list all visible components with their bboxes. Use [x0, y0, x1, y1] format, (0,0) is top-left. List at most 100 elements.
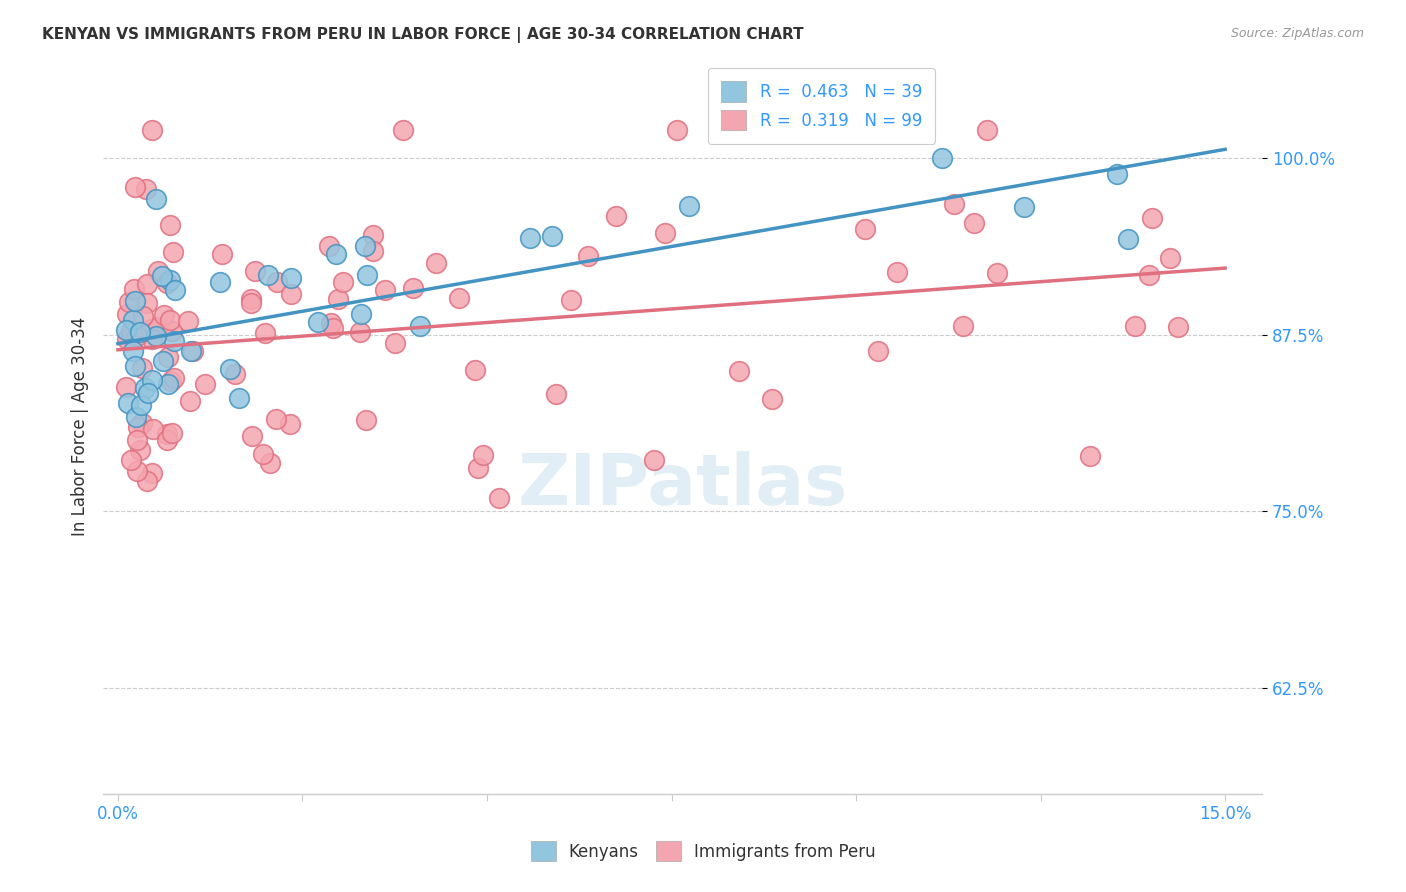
Kenyans [145, 192, 167, 206]
Kenyans [180, 343, 202, 358]
Text: KENYAN VS IMMIGRANTS FROM PERU IN LABOR FORCE | AGE 30-34 CORRELATION CHART: KENYAN VS IMMIGRANTS FROM PERU IN LABOR … [42, 27, 804, 43]
Immigrants from Peru [120, 324, 142, 338]
Kenyans [136, 386, 159, 401]
Immigrants from Peru [464, 363, 486, 377]
Kenyans [152, 354, 174, 368]
Immigrants from Peru [254, 326, 277, 340]
Immigrants from Peru [239, 296, 262, 310]
Immigrants from Peru [160, 324, 183, 338]
Kenyans [280, 271, 302, 285]
Text: ZIPatlas: ZIPatlas [517, 450, 848, 520]
Kenyans [163, 334, 186, 349]
Immigrants from Peru [280, 287, 302, 301]
Kenyans [165, 283, 187, 297]
Kenyans [209, 276, 232, 290]
Kenyans [122, 343, 145, 358]
Immigrants from Peru [131, 360, 153, 375]
Immigrants from Peru [114, 379, 136, 393]
Y-axis label: In Labor Force | Age 30-34: In Labor Force | Age 30-34 [72, 317, 89, 536]
Immigrants from Peru [727, 364, 749, 378]
Immigrants from Peru [361, 227, 384, 242]
Kenyans [307, 314, 329, 328]
Kenyans [409, 319, 432, 334]
Immigrants from Peru [886, 264, 908, 278]
Immigrants from Peru [132, 310, 155, 324]
Immigrants from Peru [139, 322, 162, 336]
Immigrants from Peru [963, 216, 986, 230]
Immigrants from Peru [322, 321, 344, 335]
Immigrants from Peru [122, 282, 145, 296]
Immigrants from Peru [118, 294, 141, 309]
Immigrants from Peru [211, 247, 233, 261]
Immigrants from Peru [761, 392, 783, 407]
Kenyans [159, 273, 181, 287]
Immigrants from Peru [488, 491, 510, 505]
Text: Source: ZipAtlas.com: Source: ZipAtlas.com [1230, 27, 1364, 40]
Immigrants from Peru [471, 448, 494, 462]
Kenyans [125, 410, 148, 425]
Immigrants from Peru [156, 350, 179, 364]
Immigrants from Peru [121, 453, 143, 467]
Legend: Kenyans, Immigrants from Peru: Kenyans, Immigrants from Peru [517, 828, 889, 875]
Kenyans [678, 199, 700, 213]
Immigrants from Peru [943, 196, 966, 211]
Immigrants from Peru [141, 123, 163, 137]
Immigrants from Peru [179, 393, 201, 408]
Immigrants from Peru [1159, 252, 1181, 266]
Kenyans [519, 230, 541, 244]
Immigrants from Peru [156, 276, 179, 290]
Immigrants from Peru [224, 367, 246, 381]
Immigrants from Peru [654, 226, 676, 240]
Kenyans [325, 247, 347, 261]
Immigrants from Peru [425, 256, 447, 270]
Kenyans [150, 269, 173, 284]
Immigrants from Peru [1123, 318, 1146, 333]
Kenyans [1107, 167, 1129, 181]
Immigrants from Peru [349, 326, 371, 340]
Immigrants from Peru [135, 296, 157, 310]
Immigrants from Peru [160, 374, 183, 388]
Immigrants from Peru [146, 320, 169, 334]
Immigrants from Peru [135, 182, 157, 196]
Immigrants from Peru [160, 425, 183, 440]
Kenyans [218, 362, 240, 376]
Kenyans [1012, 200, 1035, 214]
Immigrants from Peru [986, 266, 1008, 280]
Immigrants from Peru [120, 327, 142, 342]
Kenyans [354, 239, 377, 253]
Immigrants from Peru [156, 426, 179, 441]
Immigrants from Peru [853, 221, 876, 235]
Immigrants from Peru [127, 419, 149, 434]
Kenyans [124, 294, 146, 309]
Immigrants from Peru [259, 456, 281, 470]
Kenyans [541, 229, 564, 244]
Kenyans [134, 381, 156, 395]
Kenyans [145, 329, 167, 343]
Immigrants from Peru [156, 433, 179, 447]
Immigrants from Peru [560, 293, 582, 307]
Immigrants from Peru [142, 422, 165, 436]
Immigrants from Peru [194, 376, 217, 391]
Immigrants from Peru [159, 313, 181, 327]
Kenyans [1118, 231, 1140, 245]
Immigrants from Peru [141, 467, 163, 481]
Immigrants from Peru [125, 329, 148, 343]
Immigrants from Peru [402, 281, 425, 295]
Immigrants from Peru [354, 413, 377, 427]
Immigrants from Peru [153, 308, 176, 322]
Immigrants from Peru [447, 291, 470, 305]
Kenyans [117, 396, 139, 410]
Immigrants from Peru [332, 275, 354, 289]
Immigrants from Peru [240, 429, 263, 443]
Kenyans [122, 313, 145, 327]
Immigrants from Peru [162, 244, 184, 259]
Immigrants from Peru [141, 332, 163, 346]
Immigrants from Peru [131, 416, 153, 430]
Immigrants from Peru [266, 276, 288, 290]
Immigrants from Peru [605, 209, 627, 223]
Immigrants from Peru [159, 218, 181, 232]
Kenyans [356, 268, 378, 282]
Immigrants from Peru [243, 264, 266, 278]
Immigrants from Peru [391, 123, 413, 137]
Immigrants from Peru [136, 277, 159, 292]
